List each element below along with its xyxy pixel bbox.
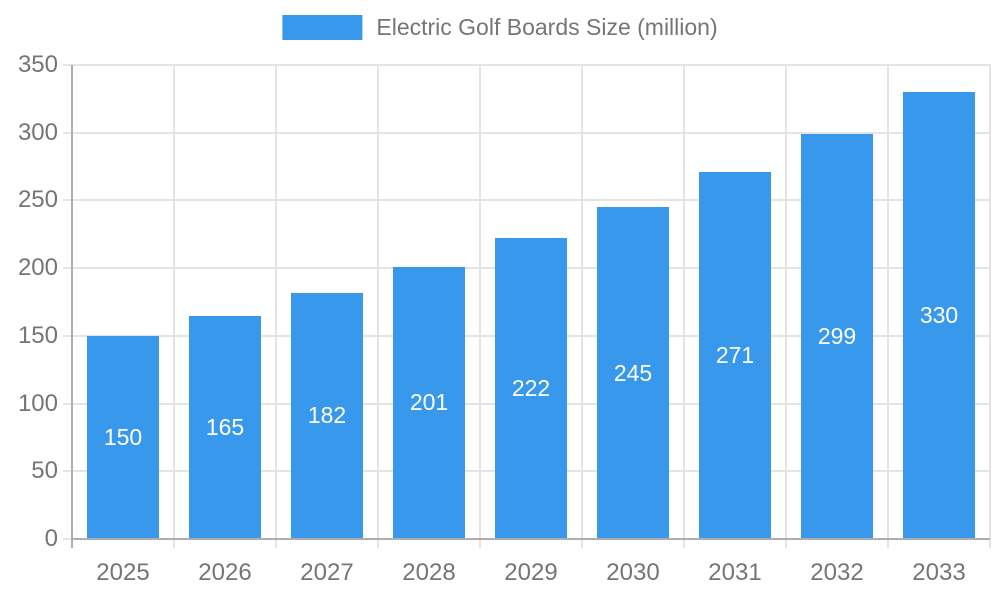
value-label: 165 — [205, 413, 245, 440]
x-tick — [887, 539, 889, 548]
value-label: 182 — [307, 402, 347, 429]
v-gridline — [275, 65, 277, 539]
y-tick-label: 350 — [17, 51, 58, 78]
x-tick — [377, 539, 379, 548]
y-tick-label: 150 — [17, 321, 58, 349]
bar[interactable]: 299 — [801, 134, 873, 539]
x-tick-label: 2029 — [504, 559, 558, 586]
value-label: 150 — [103, 423, 143, 450]
v-gridline — [581, 65, 583, 539]
h-gridline — [72, 64, 990, 66]
value-label: 222 — [511, 375, 551, 402]
x-tick-label: 2028 — [402, 559, 456, 586]
legend-item[interactable]: Electric Golf Boards Size (million) — [282, 14, 718, 41]
y-tick-label: 100 — [17, 389, 58, 417]
y-tick — [63, 199, 72, 202]
bar[interactable]: 182 — [291, 292, 363, 539]
y-tick — [63, 402, 72, 405]
y-tick-label: 250 — [17, 186, 58, 214]
bar[interactable]: 330 — [903, 92, 975, 539]
plot-area: 0 50 100 150 200 250 300 350 2025 150 2026 165 2027 1… — [18, 51, 991, 586]
y-tick — [63, 267, 72, 270]
x-tick-label: 2027 — [300, 559, 354, 586]
y-tick — [63, 334, 72, 337]
v-gridline — [479, 65, 481, 539]
x-tick — [479, 539, 481, 548]
v-gridline — [887, 65, 889, 539]
y-tick-label: 200 — [17, 254, 58, 282]
y-axis-line — [71, 65, 73, 548]
x-tick — [581, 539, 583, 548]
x-tick — [683, 539, 685, 548]
x-tick — [173, 539, 175, 548]
h-gridline — [72, 131, 990, 134]
v-gridline — [173, 65, 175, 539]
y-tick — [63, 470, 72, 473]
legend-label: Electric Golf Boards Size (million) — [376, 14, 718, 40]
value-label: 245 — [613, 359, 653, 386]
x-tick-label: 2025 — [96, 559, 150, 586]
h-gridline — [72, 199, 990, 202]
x-tick-label: 2032 — [810, 559, 864, 586]
v-gridline — [785, 65, 787, 539]
x-tick-label: 2033 — [912, 559, 966, 586]
value-label: 201 — [409, 389, 449, 416]
value-label: 299 — [817, 323, 857, 350]
x-tick — [989, 539, 991, 548]
bar[interactable]: 245 — [597, 207, 669, 539]
x-tick — [785, 539, 787, 548]
v-gridline — [377, 65, 379, 539]
value-label: 330 — [919, 302, 959, 329]
y-tick-label: 300 — [17, 118, 58, 146]
y-tick — [63, 131, 72, 134]
bar[interactable]: 271 — [699, 172, 771, 539]
x-tick-label: 2026 — [198, 559, 252, 586]
bar[interactable]: 222 — [495, 238, 567, 539]
bar[interactable]: 165 — [189, 315, 261, 539]
y-tick — [63, 538, 72, 540]
y-tick — [63, 64, 72, 66]
y-tick-label: 0 — [44, 525, 58, 552]
bar[interactable]: 201 — [393, 266, 465, 539]
v-gridline — [683, 65, 685, 539]
bar[interactable]: 150 — [87, 335, 159, 539]
x-tick — [275, 539, 277, 548]
y-tick-label: 50 — [31, 457, 58, 485]
v-gridline — [989, 65, 991, 539]
value-label: 271 — [715, 342, 755, 368]
x-axis-line — [71, 538, 990, 540]
legend-swatch-icon — [282, 15, 363, 40]
x-tick-label: 2030 — [606, 559, 660, 586]
x-tick-label: 2031 — [708, 559, 762, 586]
